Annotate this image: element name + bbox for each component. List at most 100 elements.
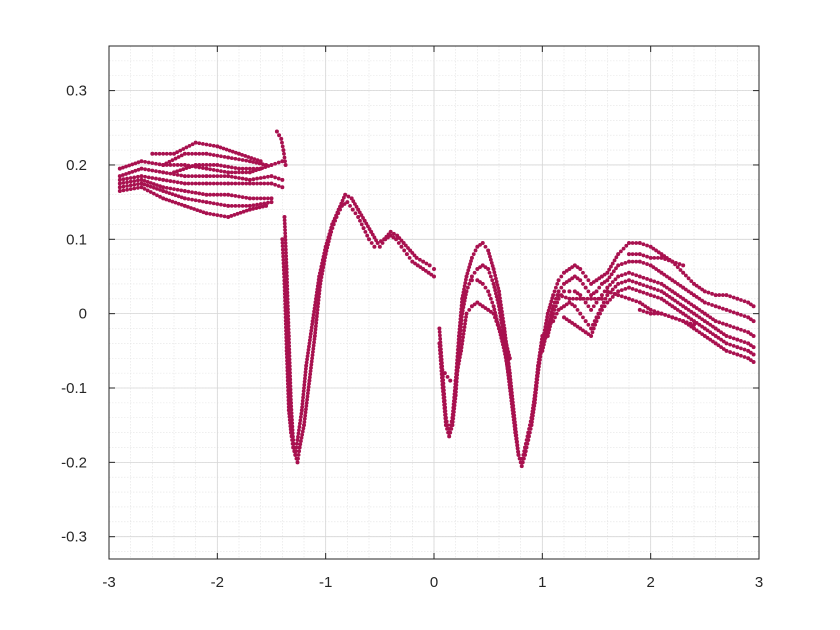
data-point (452, 406, 457, 411)
data-point (533, 383, 538, 388)
data-point (170, 158, 175, 163)
data-point (233, 170, 238, 175)
data-point (305, 354, 310, 359)
data-point (724, 322, 729, 327)
data-point (280, 247, 285, 252)
data-point (578, 326, 583, 331)
data-point (186, 197, 191, 201)
data-point (455, 368, 460, 373)
data-point (299, 439, 303, 444)
data-point (297, 428, 301, 433)
data-point (276, 176, 281, 181)
data-point (343, 192, 348, 197)
y-tick-label: 0.3 (66, 83, 87, 100)
data-point (211, 174, 216, 179)
data-point (724, 307, 729, 312)
data-point (616, 281, 621, 286)
data-point (135, 178, 140, 183)
data-point (612, 291, 617, 296)
data-point (659, 255, 664, 260)
data-point (670, 289, 675, 294)
data-point (440, 382, 445, 387)
data-point (168, 179, 173, 183)
data-point (465, 271, 470, 276)
data-point (532, 393, 537, 398)
data-point (651, 265, 656, 270)
data-point (182, 203, 187, 208)
data-point (605, 289, 610, 294)
data-point (464, 289, 469, 294)
data-point (513, 433, 518, 438)
data-point (545, 315, 550, 319)
data-point (308, 372, 313, 377)
data-point (175, 172, 180, 177)
data-point (724, 333, 729, 338)
data-point (312, 340, 316, 345)
data-point (255, 176, 259, 181)
data-point (197, 198, 202, 203)
data-point (440, 386, 445, 390)
data-point (641, 253, 646, 258)
data-point (581, 282, 585, 286)
data-point (464, 311, 469, 316)
data-point (717, 305, 722, 310)
data-point (583, 319, 588, 324)
data-point (648, 293, 653, 298)
data-point (645, 254, 649, 259)
data-point (599, 281, 604, 286)
data-point (284, 352, 289, 357)
data-point (742, 340, 747, 345)
data-point (297, 424, 302, 429)
data-point (309, 325, 314, 330)
data-point (507, 386, 512, 390)
data-point (439, 368, 444, 373)
data-point (438, 355, 443, 360)
data-point (280, 244, 285, 249)
data-point (683, 298, 688, 303)
data-point (583, 274, 588, 279)
data-point (280, 185, 285, 190)
data-point (531, 399, 536, 404)
data-point (500, 324, 504, 329)
data-point (452, 403, 457, 408)
data-point (283, 162, 288, 167)
data-point (421, 259, 426, 264)
data-point (609, 290, 613, 295)
data-point (283, 224, 287, 229)
data-point (244, 195, 249, 200)
data-point (229, 193, 234, 198)
data-point (581, 270, 585, 275)
data-point (351, 199, 356, 204)
data-point (269, 181, 274, 186)
data-point (287, 417, 292, 422)
data-point (173, 156, 178, 161)
data-point (326, 235, 331, 240)
data-point (454, 375, 459, 380)
data-point (627, 270, 631, 275)
data-point (136, 167, 141, 172)
data-point (592, 296, 597, 301)
data-point (724, 348, 729, 353)
data-point (437, 330, 442, 334)
data-point (556, 296, 561, 301)
data-point (498, 314, 503, 319)
data-point (219, 202, 223, 207)
data-point (497, 289, 501, 294)
data-point (284, 257, 289, 262)
data-point (394, 237, 399, 242)
data-point (229, 156, 234, 161)
data-point (139, 177, 144, 182)
data-point (473, 248, 478, 253)
data-point (146, 160, 151, 165)
data-point (117, 181, 122, 186)
data-point (480, 241, 485, 246)
data-point (132, 182, 137, 187)
data-point (135, 182, 140, 187)
data-point (397, 236, 402, 240)
data-point (161, 151, 166, 156)
data-point (515, 446, 520, 451)
data-point (440, 375, 444, 380)
data-point (296, 431, 301, 436)
data-point (553, 304, 558, 309)
data-point (269, 162, 274, 167)
